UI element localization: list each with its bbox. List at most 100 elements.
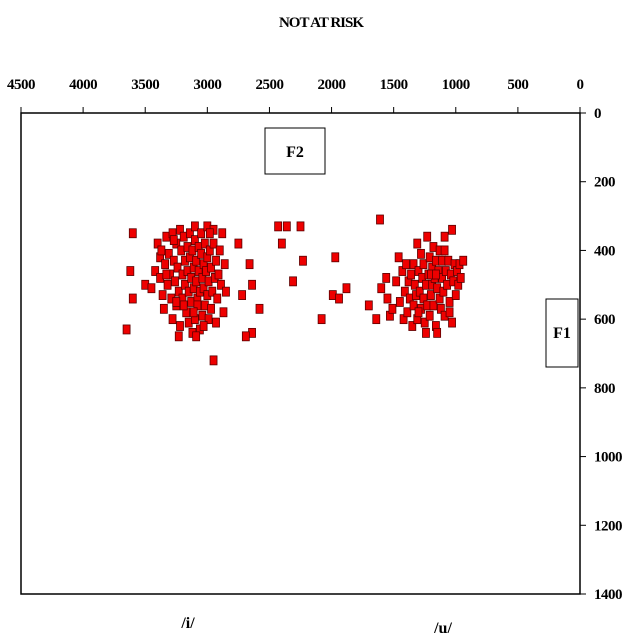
- chart-title: NOT AT RISK: [279, 15, 364, 31]
- data-point: [394, 252, 403, 263]
- data-point: [209, 238, 218, 249]
- data-point: [212, 317, 220, 328]
- data-point: [176, 321, 184, 331]
- data-point: [413, 238, 422, 249]
- data-point: [382, 273, 391, 283]
- data-point: [245, 259, 254, 270]
- data-point: [388, 303, 397, 314]
- x-tick-label: 4500: [7, 77, 35, 93]
- data-point: [173, 262, 182, 273]
- data-point: [164, 248, 173, 259]
- data-point: [218, 228, 227, 239]
- data-point: [207, 303, 215, 314]
- y-tick-label: 1000: [594, 450, 622, 466]
- y-tick-label: 1200: [594, 518, 622, 534]
- data-point: [410, 279, 419, 290]
- data-point: [151, 266, 160, 276]
- data-point: [299, 255, 307, 266]
- data-point: [342, 283, 351, 294]
- y-tick-label: 600: [594, 312, 615, 328]
- x-tick-label: 2000: [318, 77, 346, 93]
- data-point: [171, 276, 179, 287]
- vowel-label-i: /i/: [180, 615, 195, 632]
- data-point: [204, 314, 213, 325]
- plot-area: [20, 112, 581, 595]
- data-point: [215, 245, 224, 256]
- data-point: [407, 269, 415, 280]
- data-point: [409, 300, 418, 311]
- data-point: [448, 317, 456, 328]
- data-point: [217, 279, 225, 290]
- data-point: [186, 228, 194, 239]
- x-tick-label: 1000: [442, 77, 470, 93]
- data-point: [456, 273, 465, 283]
- data-point: [158, 290, 167, 300]
- y-axis-ticks: 0 200 400 600 800 1000 1200 1400: [580, 106, 623, 603]
- data-point: [420, 317, 429, 328]
- data-point: [335, 293, 343, 304]
- data-point: [161, 259, 169, 270]
- data-point: [289, 276, 297, 287]
- data-point: [197, 228, 206, 239]
- data-point: [417, 248, 425, 259]
- data-points: [122, 214, 468, 366]
- data-point: [128, 293, 137, 304]
- data-point: [400, 286, 409, 297]
- data-point: [168, 314, 177, 325]
- data-point: [157, 245, 166, 256]
- x-axis-label-box: [264, 127, 326, 175]
- data-point: [192, 331, 201, 342]
- y-tick-label: 400: [594, 243, 615, 259]
- data-point: [159, 303, 168, 314]
- data-point: [208, 286, 217, 297]
- data-point: [162, 269, 171, 280]
- data-point: [433, 327, 442, 338]
- data-point: [169, 235, 178, 246]
- data-point: [317, 314, 326, 325]
- data-point: [214, 269, 223, 280]
- x-axis-label: F2: [286, 144, 304, 161]
- data-point: [423, 231, 432, 242]
- y-tick-label: 1400: [594, 587, 622, 603]
- data-point: [200, 238, 209, 249]
- x-tick-label: 1500: [380, 77, 408, 93]
- data-point: [445, 307, 454, 318]
- data-point: [408, 321, 417, 331]
- data-point: [392, 276, 401, 287]
- data-point: [459, 255, 468, 266]
- data-point: [274, 221, 283, 232]
- data-point: [172, 297, 181, 307]
- data-point: [199, 321, 208, 331]
- data-point: [222, 286, 230, 297]
- data-point: [440, 231, 449, 242]
- x-axis-ticks: 4500 4000 3500 3000 2500 2000 1500 1000 500 0: [7, 77, 584, 113]
- data-point: [255, 303, 264, 314]
- data-point: [212, 255, 220, 266]
- data-point: [331, 252, 340, 263]
- data-point: [425, 310, 434, 321]
- data-point: [402, 259, 410, 270]
- data-point: [296, 221, 305, 232]
- data-point: [403, 307, 412, 318]
- data-point: [427, 290, 435, 300]
- data-point: [422, 327, 430, 338]
- data-point: [383, 293, 392, 304]
- x-tick-label: 4000: [69, 77, 97, 93]
- data-point: [207, 262, 215, 273]
- data-point: [451, 290, 460, 300]
- data-point: [241, 331, 250, 342]
- data-point: [377, 283, 386, 294]
- data-point: [419, 259, 428, 270]
- data-point: [429, 300, 438, 311]
- data-point: [372, 314, 381, 325]
- data-point: [238, 290, 247, 300]
- data-point: [234, 238, 243, 249]
- data-point: [277, 238, 286, 249]
- data-point: [432, 269, 440, 280]
- data-point: [209, 355, 218, 366]
- y-tick-label: 800: [594, 381, 615, 397]
- x-tick-label: 2500: [255, 77, 283, 93]
- data-point: [448, 224, 456, 235]
- data-point: [220, 259, 229, 270]
